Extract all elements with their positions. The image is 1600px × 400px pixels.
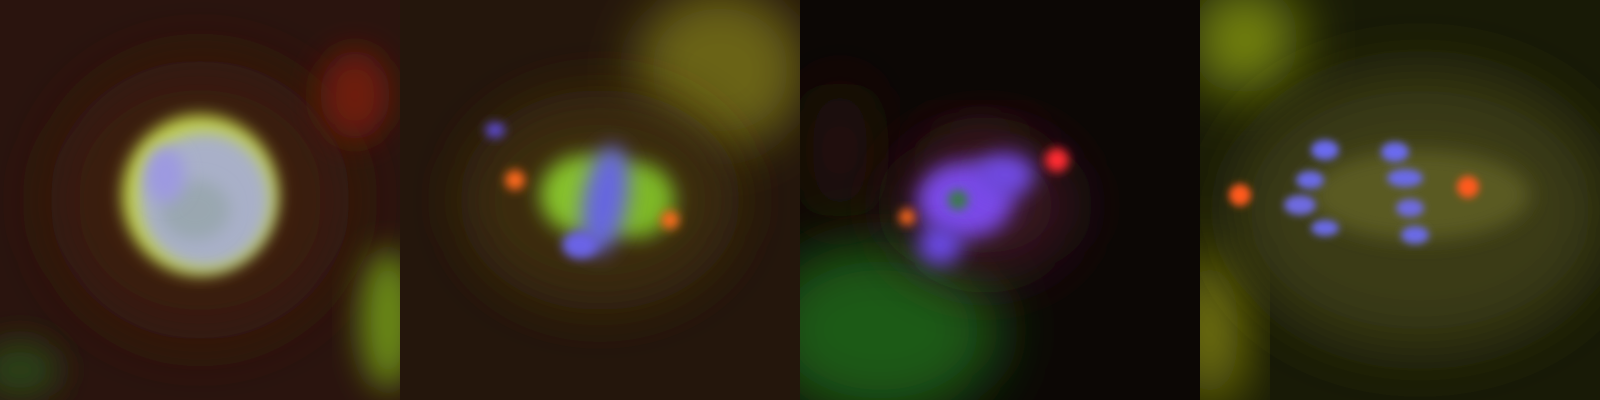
metaphase-plate [581, 145, 629, 255]
chromatin-lower [918, 225, 962, 265]
panel-1-image [0, 0, 400, 400]
centrosome-left [899, 209, 915, 225]
chromosome-right-1 [1381, 142, 1409, 162]
chromosome-right-4 [1401, 226, 1429, 244]
chromosome-right-2 [1387, 169, 1423, 187]
neighbor-red-blob [320, 50, 390, 140]
centrosome-left [505, 170, 525, 190]
left-dark-red-haze [810, 80, 870, 220]
green-speck [948, 190, 968, 210]
chromosome-left-3 [1284, 195, 1316, 215]
neighbor-green-haze [800, 240, 1000, 400]
centrosome-left [1229, 184, 1251, 206]
chromatin-upper [975, 153, 1035, 197]
panel-4-image [1200, 0, 1600, 400]
chromosome-left-1 [1311, 140, 1339, 160]
neighbor-yellow-top [1200, 0, 1300, 95]
chromosome-right-3 [1396, 199, 1424, 217]
chromatin-patch [145, 147, 185, 203]
panel-4 [1200, 0, 1600, 400]
stray-dna-spot [485, 122, 505, 138]
neighbor-yellow-bottom [1200, 250, 1240, 400]
centrosome-right [1457, 176, 1479, 198]
centrosome-right [1045, 148, 1069, 172]
panel-2 [400, 0, 800, 400]
spindle-zone [1310, 150, 1530, 240]
panel-2-image [400, 0, 800, 400]
chromosome-left-2 [1296, 171, 1324, 189]
chromosome-cluster [562, 231, 598, 259]
chromosome-left-4 [1311, 220, 1339, 236]
neighbor-green-blob [360, 250, 400, 390]
panel-3-image [800, 0, 1200, 400]
panel-1 [0, 0, 400, 400]
centrosome-right [661, 211, 679, 229]
corner-green-haze [0, 340, 60, 400]
panel-3 [800, 0, 1200, 400]
